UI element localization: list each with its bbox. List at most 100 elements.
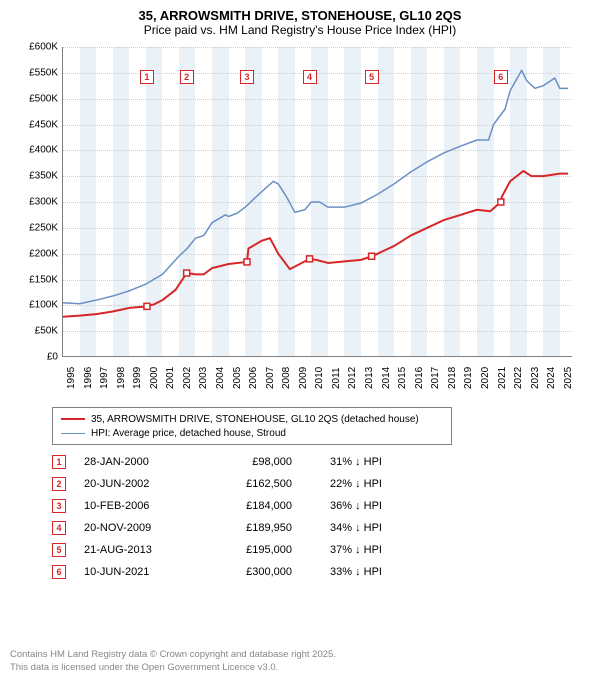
xtick-label: 2005 (232, 367, 243, 389)
row-diff: 33% ↓ HPI (310, 566, 410, 578)
ytick-label: £300K (29, 197, 58, 208)
xtick-label: 2013 (364, 367, 375, 389)
row-date: 20-JUN-2002 (84, 478, 194, 490)
xtick-label: 2007 (265, 367, 276, 389)
row-diff: 36% ↓ HPI (310, 500, 410, 512)
marker-point (307, 256, 313, 262)
footer-attribution: Contains HM Land Registry data © Crown c… (10, 649, 336, 674)
ytick-label: £350K (29, 171, 58, 182)
chart-marker: 1 (140, 70, 154, 84)
ytick-label: £400K (29, 145, 58, 156)
row-price: £98,000 (212, 456, 292, 468)
row-diff: 34% ↓ HPI (310, 522, 410, 534)
footer-line2: This data is licensed under the Open Gov… (10, 662, 336, 674)
row-price: £184,000 (212, 500, 292, 512)
row-price: £162,500 (212, 478, 292, 490)
xtick-label: 1998 (116, 367, 127, 389)
ytick-label: £500K (29, 93, 58, 104)
xtick-label: 2019 (463, 367, 474, 389)
row-diff: 31% ↓ HPI (310, 456, 410, 468)
row-date: 21-AUG-2013 (84, 544, 194, 556)
xtick-label: 2000 (149, 367, 160, 389)
table-row: 1 28-JAN-2000 £98,000 31% ↓ HPI (52, 451, 590, 473)
xtick-label: 2003 (198, 367, 209, 389)
legend-label: HPI: Average price, detached house, Stro… (91, 428, 286, 439)
row-date: 10-JUN-2021 (84, 566, 194, 578)
xtick-label: 2009 (298, 367, 309, 389)
ytick-label: £250K (29, 222, 58, 233)
xtick-label: 2017 (430, 367, 441, 389)
xtick-label: 2001 (165, 367, 176, 389)
row-date: 20-NOV-2009 (84, 522, 194, 534)
legend-box: 35, ARROWSMITH DRIVE, STONEHOUSE, GL10 2… (52, 407, 452, 445)
table-row: 4 20-NOV-2009 £189,950 34% ↓ HPI (52, 517, 590, 539)
xtick-label: 2024 (546, 367, 557, 389)
chart-marker: 2 (180, 70, 194, 84)
xtick-label: 2006 (248, 367, 259, 389)
ytick-label: £100K (29, 300, 58, 311)
row-marker: 5 (52, 543, 66, 557)
xtick-label: 2012 (347, 367, 358, 389)
row-date: 28-JAN-2000 (84, 456, 194, 468)
ytick-label: £600K (29, 42, 58, 53)
xtick-label: 2022 (513, 367, 524, 389)
xtick-label: 2023 (530, 367, 541, 389)
xtick-label: 2011 (331, 367, 342, 389)
title-line1: 35, ARROWSMITH DRIVE, STONEHOUSE, GL10 2… (10, 8, 590, 23)
marker-point (498, 199, 504, 205)
chart-lines-svg (63, 47, 572, 356)
plot-region: 1 2 3 4 5 6 (62, 47, 572, 357)
xtick-label: 2021 (497, 367, 508, 389)
row-diff: 37% ↓ HPI (310, 544, 410, 556)
xtick-label: 1996 (83, 367, 94, 389)
title-block: 35, ARROWSMITH DRIVE, STONEHOUSE, GL10 2… (10, 8, 590, 37)
series-line (63, 70, 568, 304)
ytick-label: £0 (47, 352, 58, 363)
row-marker: 3 (52, 499, 66, 513)
xtick-label: 2015 (397, 367, 408, 389)
ytick-label: £150K (29, 274, 58, 285)
row-marker: 2 (52, 477, 66, 491)
row-price: £300,000 (212, 566, 292, 578)
transactions-table: 1 28-JAN-2000 £98,000 31% ↓ HPI 2 20-JUN-2002… (52, 451, 590, 583)
footer-line1: Contains HM Land Registry data © Crown c… (10, 649, 336, 661)
chart-marker: 6 (494, 70, 508, 84)
row-price: £189,950 (212, 522, 292, 534)
marker-point (144, 303, 150, 309)
xtick-label: 2016 (414, 367, 425, 389)
row-marker: 1 (52, 455, 66, 469)
ytick-label: £200K (29, 248, 58, 259)
table-row: 3 10-FEB-2006 £184,000 36% ↓ HPI (52, 495, 590, 517)
xtick-label: 2004 (215, 367, 226, 389)
legend-item: HPI: Average price, detached house, Stro… (61, 426, 443, 440)
ytick-label: £450K (29, 119, 58, 130)
xtick-label: 1995 (66, 367, 77, 389)
marker-point (184, 270, 190, 276)
table-row: 2 20-JUN-2002 £162,500 22% ↓ HPI (52, 473, 590, 495)
chart-marker: 4 (303, 70, 317, 84)
chart-area: 1 2 3 4 5 6 £0 £50K £100K £150K £200K £250K £300K £3… (20, 41, 580, 401)
title-line2: Price paid vs. HM Land Registry's House … (10, 23, 590, 37)
table-row: 6 10-JUN-2021 £300,000 33% ↓ HPI (52, 561, 590, 583)
legend-swatch (61, 433, 85, 434)
row-diff: 22% ↓ HPI (310, 478, 410, 490)
xtick-label: 2020 (480, 367, 491, 389)
chart-marker: 3 (240, 70, 254, 84)
xtick-label: 1999 (132, 367, 143, 389)
legend-swatch (61, 418, 85, 420)
row-date: 10-FEB-2006 (84, 500, 194, 512)
series-line (63, 171, 568, 317)
xtick-label: 2014 (381, 367, 392, 389)
ytick-label: £550K (29, 67, 58, 78)
legend-item: 35, ARROWSMITH DRIVE, STONEHOUSE, GL10 2… (61, 412, 443, 426)
xtick-label: 2008 (281, 367, 292, 389)
xtick-label: 2025 (563, 367, 574, 389)
xtick-label: 2010 (314, 367, 325, 389)
chart-marker: 5 (365, 70, 379, 84)
xtick-label: 2002 (182, 367, 193, 389)
row-marker: 4 (52, 521, 66, 535)
row-marker: 6 (52, 565, 66, 579)
table-row: 521-AUG-2013£195,00037% ↓ HPI (52, 539, 590, 561)
ytick-label: £50K (35, 326, 58, 337)
xtick-label: 1997 (99, 367, 110, 389)
